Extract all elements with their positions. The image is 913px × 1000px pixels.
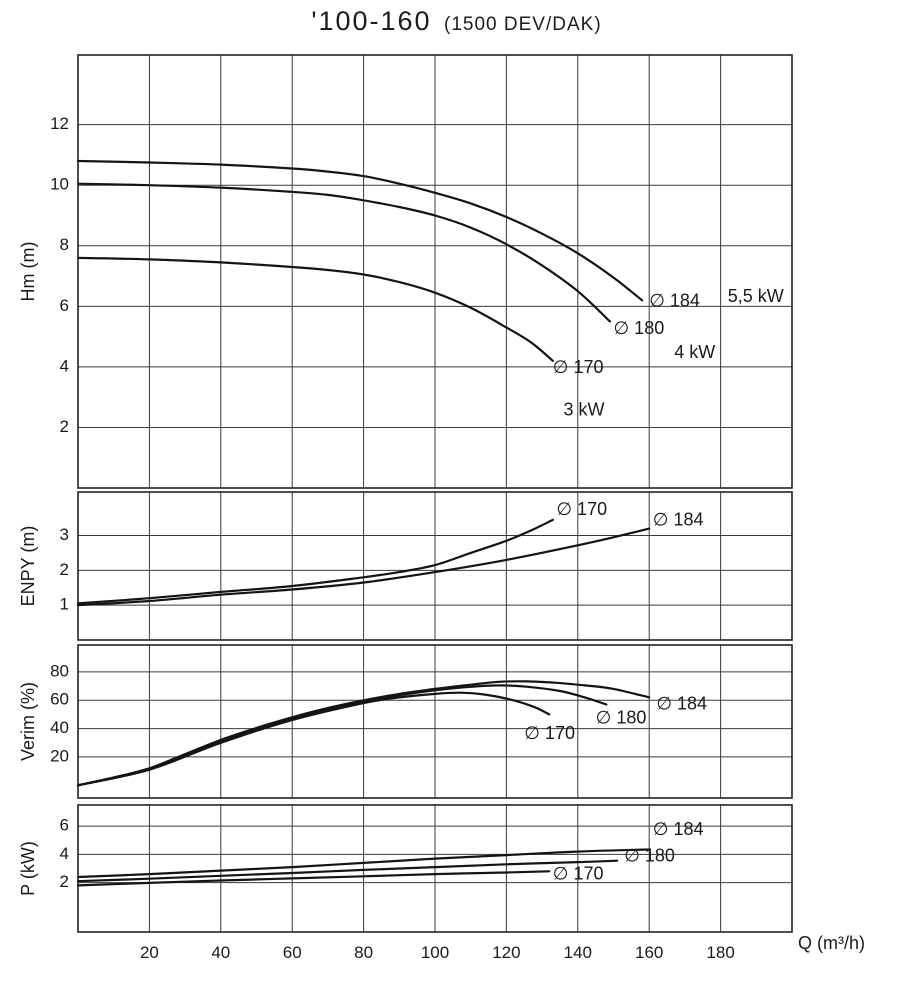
- y-tick-label: 60: [50, 690, 69, 709]
- panel-border: [77, 54, 793, 489]
- curve-verim-∅170: [76, 691, 551, 787]
- curve-power-∅170: [76, 870, 551, 887]
- diameter-annotation: ∅ 170: [556, 499, 607, 519]
- x-tick-label: 80: [354, 943, 373, 962]
- diameter-annotation: ∅ 184: [653, 819, 704, 839]
- x-tick-label: 100: [421, 943, 449, 962]
- x-tick-label: 160: [635, 943, 663, 962]
- y-tick-label: 20: [50, 746, 69, 765]
- y-tick-label: 1: [60, 595, 69, 614]
- curve-head-∅180: [76, 182, 611, 323]
- curve-power-∅180: [76, 859, 619, 883]
- diameter-annotation: ∅ 180: [624, 845, 675, 865]
- curve-head-∅170: [76, 256, 554, 362]
- x-tick-label: 120: [492, 943, 520, 962]
- chart-title-main: '100-160: [311, 6, 432, 36]
- y-tick-label: 2: [60, 560, 69, 579]
- panel-head: 2 4 6 8 10 12 Hm (m) ∅ 184 5,5 kW ∅ 180 4 kW ∅ 170 3…: [18, 54, 793, 489]
- x-tick-label: 140: [564, 943, 592, 962]
- y-tick-label: 12: [50, 114, 69, 133]
- y-tick-label: 2: [60, 417, 69, 436]
- diameter-annotation: ∅ 184: [649, 291, 700, 311]
- y-axis-label-enpy: ENPY (m): [18, 526, 38, 607]
- diameter-annotation: ∅ 180: [596, 707, 647, 727]
- panel-power: 2 4 6 P (kW) ∅ 184 ∅ 180 ∅ 170: [18, 804, 793, 933]
- panel-border: [77, 804, 793, 933]
- power-annotation: 3 kW: [564, 400, 605, 420]
- y-tick-label: 40: [50, 718, 69, 737]
- curve-power-∅184: [76, 848, 651, 879]
- panel-verim: 20 40 60 80 Verim (%) ∅ 184 ∅ 180 ∅ 170: [18, 644, 793, 799]
- chart-title: '100-160 (1500 DEV/DAK): [0, 6, 913, 37]
- y-tick-label: 4: [60, 844, 69, 863]
- x-axis-label: Q (m³/h): [798, 933, 865, 953]
- y-tick-label: 10: [50, 175, 69, 194]
- diameter-annotation: ∅ 184: [656, 693, 707, 713]
- power-annotation: 5,5 kW: [728, 286, 784, 306]
- diameter-annotation: ∅ 180: [614, 318, 665, 338]
- y-tick-label: 6: [60, 296, 69, 315]
- x-tick-label: 60: [283, 943, 302, 962]
- y-tick-label: 6: [60, 816, 69, 835]
- curve-verim-∅184: [76, 680, 651, 787]
- panel-border: [77, 491, 793, 641]
- power-annotation: 4 kW: [674, 342, 715, 362]
- y-tick-label: 2: [60, 872, 69, 891]
- diameter-annotation: ∅ 170: [524, 723, 575, 743]
- curve-enpy-∅170: [76, 518, 554, 605]
- panel-enpy: 1 2 3 ENPY (m) ∅ 170 ∅ 184: [18, 491, 793, 641]
- x-tick-label: 40: [211, 943, 230, 962]
- y-axis-label-head: Hm (m): [18, 242, 38, 302]
- curve-verim-∅180: [76, 684, 608, 787]
- y-tick-label: 4: [60, 356, 69, 375]
- panel-border: [77, 644, 793, 799]
- curve-enpy-∅184: [76, 527, 651, 607]
- x-axis: 20 40 60 80 100 120 140 160 180 Q (m³/h): [140, 933, 865, 962]
- y-axis-label-verim: Verim (%): [18, 682, 38, 761]
- chart-title-sub: (1500 DEV/DAK): [444, 14, 602, 35]
- x-tick-label: 180: [706, 943, 734, 962]
- y-axis-label-power: P (kW): [18, 841, 38, 896]
- y-tick-label: 8: [60, 235, 69, 254]
- diameter-annotation: ∅ 170: [553, 357, 604, 377]
- curve-head-∅184: [76, 159, 644, 302]
- diameter-annotation: ∅ 170: [553, 864, 604, 884]
- y-tick-label: 80: [50, 661, 69, 680]
- diameter-annotation: ∅ 184: [653, 510, 704, 530]
- y-tick-label: 3: [60, 525, 69, 544]
- x-tick-label: 20: [140, 943, 159, 962]
